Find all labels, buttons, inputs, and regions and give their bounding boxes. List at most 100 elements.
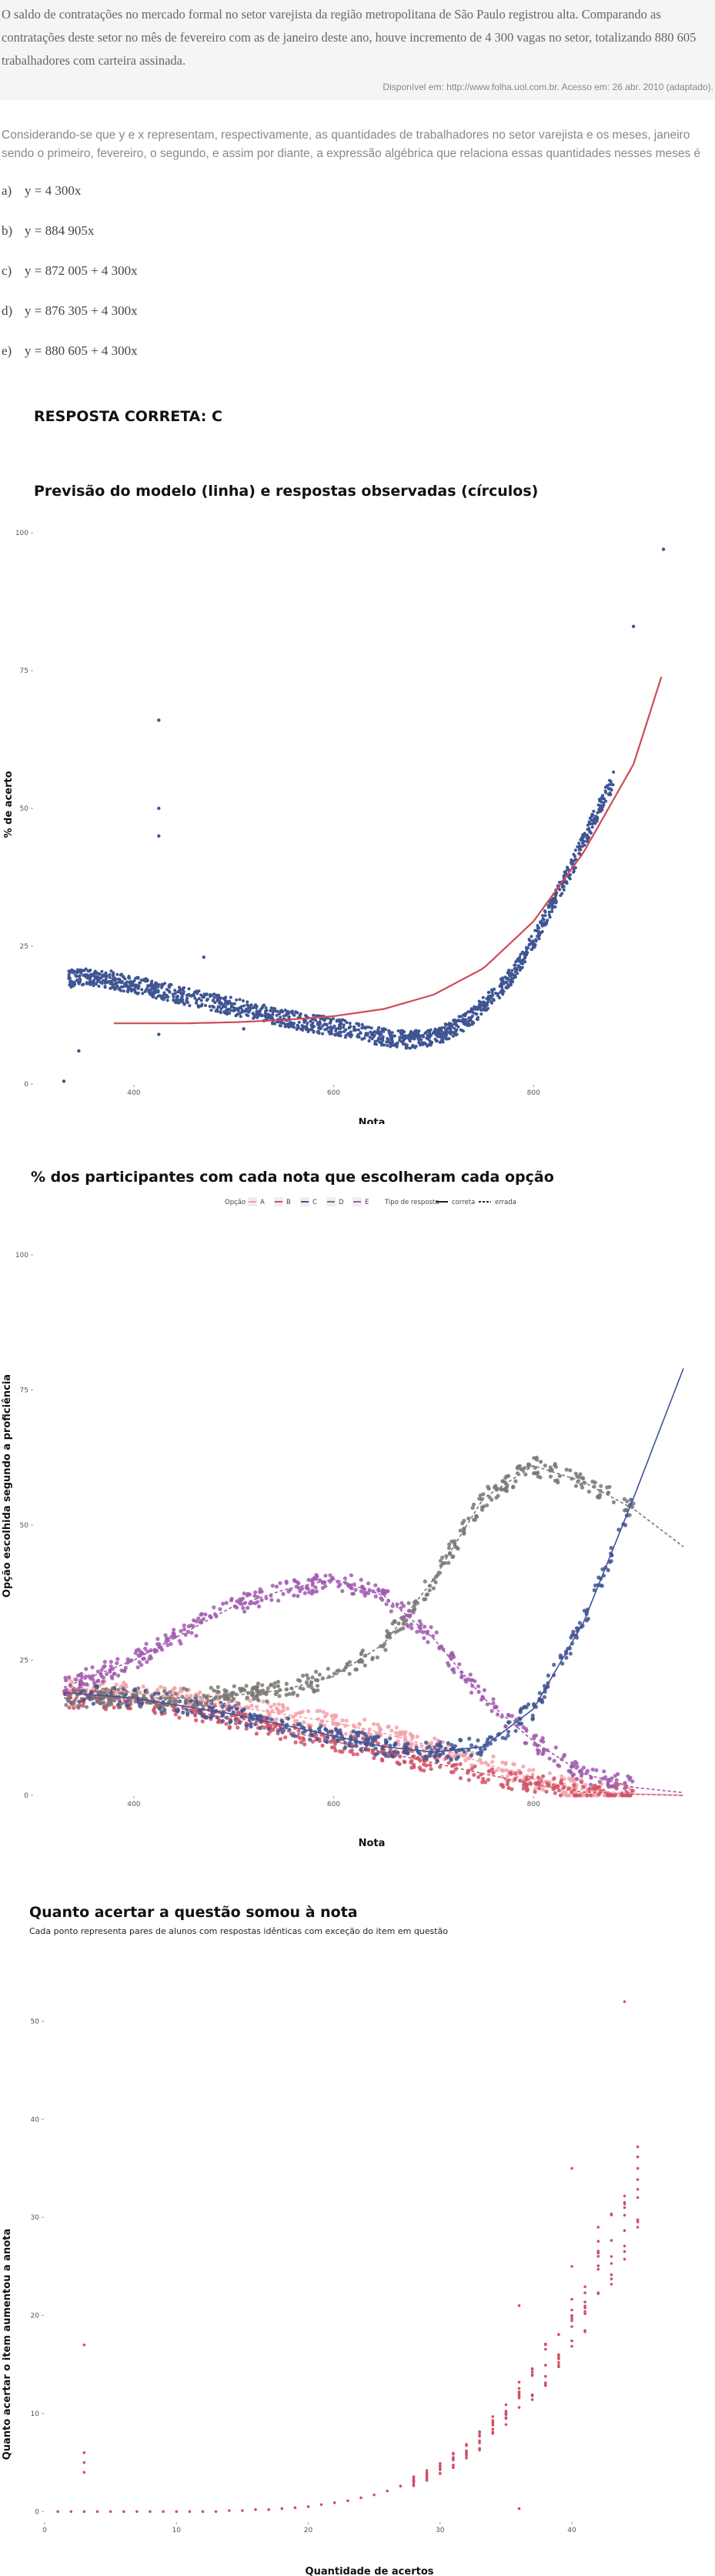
observed-point bbox=[297, 1020, 301, 1024]
series-point-E bbox=[99, 1668, 104, 1672]
option-a[interactable]: a) y = 4 300x bbox=[2, 171, 715, 211]
observed-point bbox=[481, 1000, 485, 1004]
series-point-E bbox=[241, 1606, 246, 1611]
series-point-D bbox=[222, 1688, 227, 1692]
option-b[interactable]: b) y = 884 905x bbox=[2, 211, 715, 251]
series-point-E bbox=[503, 1724, 508, 1728]
series-point-E bbox=[304, 1586, 309, 1591]
series-point-D bbox=[276, 1679, 280, 1684]
series-point-A bbox=[463, 1758, 468, 1762]
observed-points bbox=[62, 547, 666, 1083]
observed-point bbox=[146, 984, 150, 988]
series-point-E bbox=[208, 1614, 212, 1618]
series-point-E bbox=[135, 1665, 140, 1670]
series-point-D bbox=[104, 1704, 109, 1708]
observed-point bbox=[82, 973, 85, 977]
series-point-D bbox=[393, 1619, 397, 1624]
series-point-E bbox=[590, 1767, 595, 1772]
series-point-D bbox=[255, 1694, 259, 1698]
option-d[interactable]: d) y = 876 305 + 4 300x bbox=[2, 291, 715, 331]
observed-point bbox=[386, 1037, 389, 1040]
series-point-D bbox=[301, 1674, 306, 1678]
observed-point bbox=[195, 1001, 199, 1005]
series-point-A bbox=[261, 1699, 266, 1704]
series-point-E bbox=[353, 1587, 358, 1592]
observed-point bbox=[195, 999, 199, 1002]
series-point-A bbox=[255, 1705, 259, 1709]
series-point-C bbox=[329, 1729, 333, 1735]
series-point-D bbox=[573, 1471, 578, 1476]
data-point bbox=[254, 2507, 257, 2511]
observed-point bbox=[443, 1031, 446, 1035]
series-point-B bbox=[266, 1731, 271, 1736]
observed-point bbox=[89, 976, 92, 980]
series-point-B bbox=[521, 1783, 526, 1788]
series-point-E bbox=[539, 1738, 543, 1743]
series-point-E bbox=[182, 1627, 187, 1631]
observed-point bbox=[342, 1025, 346, 1029]
observed-point bbox=[547, 910, 551, 914]
series-point-D bbox=[433, 1580, 438, 1584]
series-point-D bbox=[548, 1474, 553, 1479]
observed-point bbox=[582, 839, 586, 843]
series-point-D bbox=[622, 1497, 626, 1501]
option-e[interactable]: e) y = 880 605 + 4 300x bbox=[2, 331, 715, 371]
series-point-B bbox=[227, 1726, 232, 1731]
data-point bbox=[636, 2155, 640, 2159]
series-point-E bbox=[603, 1775, 608, 1780]
observed-point bbox=[219, 1007, 223, 1011]
series-point-C bbox=[222, 1702, 227, 1707]
series-point-C bbox=[356, 1733, 360, 1738]
series-point-B bbox=[570, 1790, 574, 1795]
data-point bbox=[504, 2411, 508, 2414]
series-point-B bbox=[521, 1786, 526, 1791]
x-axis-label: Nota bbox=[359, 1838, 386, 1848]
series-point-B bbox=[558, 1793, 563, 1798]
observed-point bbox=[262, 1004, 266, 1008]
observed-point bbox=[423, 1041, 426, 1045]
observed-point bbox=[136, 975, 140, 979]
series-point-B bbox=[544, 1789, 549, 1794]
series-point-B bbox=[200, 1719, 205, 1724]
series-point-E bbox=[258, 1587, 262, 1591]
series-point-E bbox=[201, 1617, 206, 1621]
series-point-D bbox=[446, 1561, 451, 1565]
series-point-B bbox=[607, 1793, 612, 1798]
observed-point bbox=[509, 982, 513, 985]
observed-point bbox=[86, 974, 90, 978]
observed-point bbox=[273, 1022, 277, 1025]
series-point-D bbox=[360, 1648, 365, 1653]
series-point-B bbox=[236, 1711, 241, 1715]
series-point-E bbox=[278, 1581, 282, 1585]
series-point-A bbox=[572, 1780, 576, 1785]
observed-point bbox=[319, 1026, 323, 1030]
series-point-D bbox=[97, 1699, 102, 1704]
series-point-D bbox=[548, 1465, 553, 1470]
series-point-C bbox=[449, 1742, 454, 1748]
series-point-E bbox=[109, 1664, 113, 1668]
observed-point bbox=[359, 1031, 363, 1035]
legend-option-label: C bbox=[312, 1199, 317, 1206]
series-point-C bbox=[125, 1703, 129, 1708]
series-point-E bbox=[92, 1681, 97, 1685]
series-point-B bbox=[409, 1765, 414, 1770]
observed-point bbox=[352, 1025, 356, 1029]
option-c[interactable]: c) y = 872 005 + 4 300x bbox=[2, 251, 715, 291]
series-point-E bbox=[383, 1591, 387, 1596]
observed-point bbox=[373, 1030, 376, 1033]
observed-point bbox=[72, 984, 75, 988]
series-point-E bbox=[79, 1671, 84, 1676]
observed-point bbox=[256, 1015, 259, 1019]
observed-point bbox=[75, 979, 79, 982]
series-point-E bbox=[466, 1677, 471, 1681]
observed-point bbox=[246, 1003, 249, 1007]
series-point-D bbox=[121, 1691, 125, 1696]
observed-point bbox=[176, 995, 180, 999]
observed-point bbox=[562, 874, 566, 878]
series-point-B bbox=[244, 1726, 249, 1731]
data-point bbox=[439, 2471, 442, 2475]
observed-point bbox=[489, 1000, 493, 1004]
series-point-D bbox=[466, 1516, 471, 1521]
series-point-D bbox=[284, 1692, 289, 1697]
series-point-B bbox=[473, 1764, 477, 1768]
